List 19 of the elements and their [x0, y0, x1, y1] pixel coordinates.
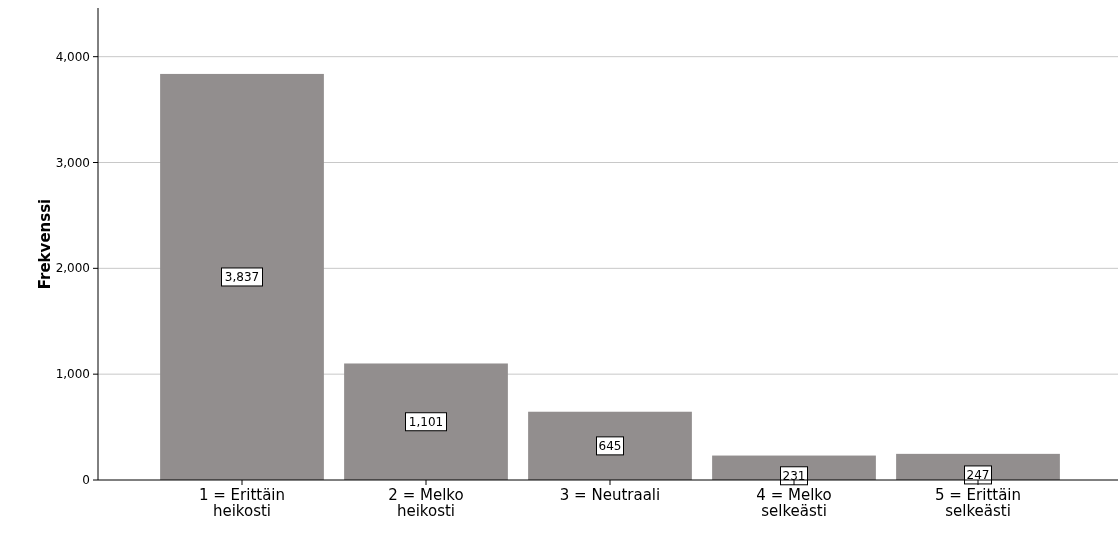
x-tick-label: 2 = Melko heikosti — [388, 486, 464, 520]
data-label: 645 — [598, 438, 622, 453]
data-label: 247 — [966, 467, 990, 482]
bar — [160, 73, 324, 480]
x-tick-label: 3 = Neutraali — [559, 486, 661, 504]
y-tick-label: 0 — [82, 473, 90, 487]
x-tick-label: 5 = Erittäin selkeästi — [934, 486, 1022, 520]
y-axis-title: Frekvenssi — [36, 198, 54, 290]
x-tick-label: 4 = Melko selkeästi — [756, 486, 832, 520]
bar — [344, 363, 508, 480]
y-tick-label: 1,000 — [55, 367, 90, 382]
x-tick-label: 1 = Erittäin heikosti — [198, 486, 286, 520]
bar — [528, 411, 692, 480]
data-label: 1,101 — [408, 414, 444, 429]
y-tick-label: 2,000 — [55, 261, 90, 276]
data-label: 3,837 — [224, 269, 260, 284]
y-tick-label: 4,000 — [55, 49, 90, 64]
y-tick-label: 3,000 — [55, 155, 90, 170]
data-label: 231 — [782, 468, 806, 483]
